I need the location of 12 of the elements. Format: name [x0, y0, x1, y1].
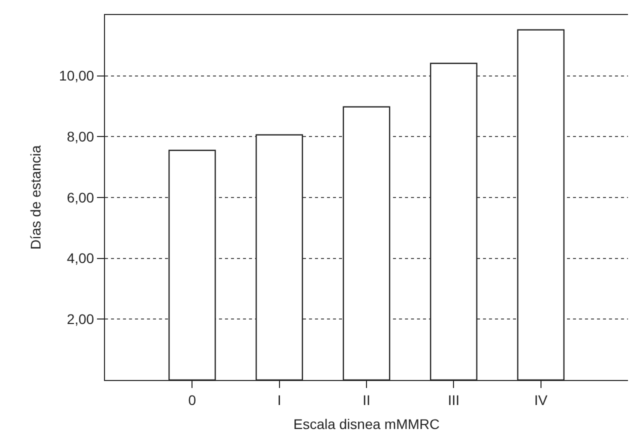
x-tick-label: IV — [534, 392, 548, 408]
x-axis-title: Escala disnea mMMRC — [293, 416, 440, 432]
x-tick-label: I — [277, 392, 282, 408]
y-tick-label: 10,00 — [59, 68, 94, 84]
y-tick-label: 2,00 — [66, 311, 94, 328]
x-tick-label: 0 — [188, 392, 196, 408]
y-tick-label: 4,00 — [66, 250, 94, 266]
x-tick-label: II — [362, 392, 370, 408]
y-tick-label: 8,00 — [66, 128, 94, 145]
y-tick-label: 6,00 — [66, 189, 94, 206]
y-axis-title: Días de estancia — [28, 145, 44, 250]
x-tick-label: III — [448, 392, 460, 408]
